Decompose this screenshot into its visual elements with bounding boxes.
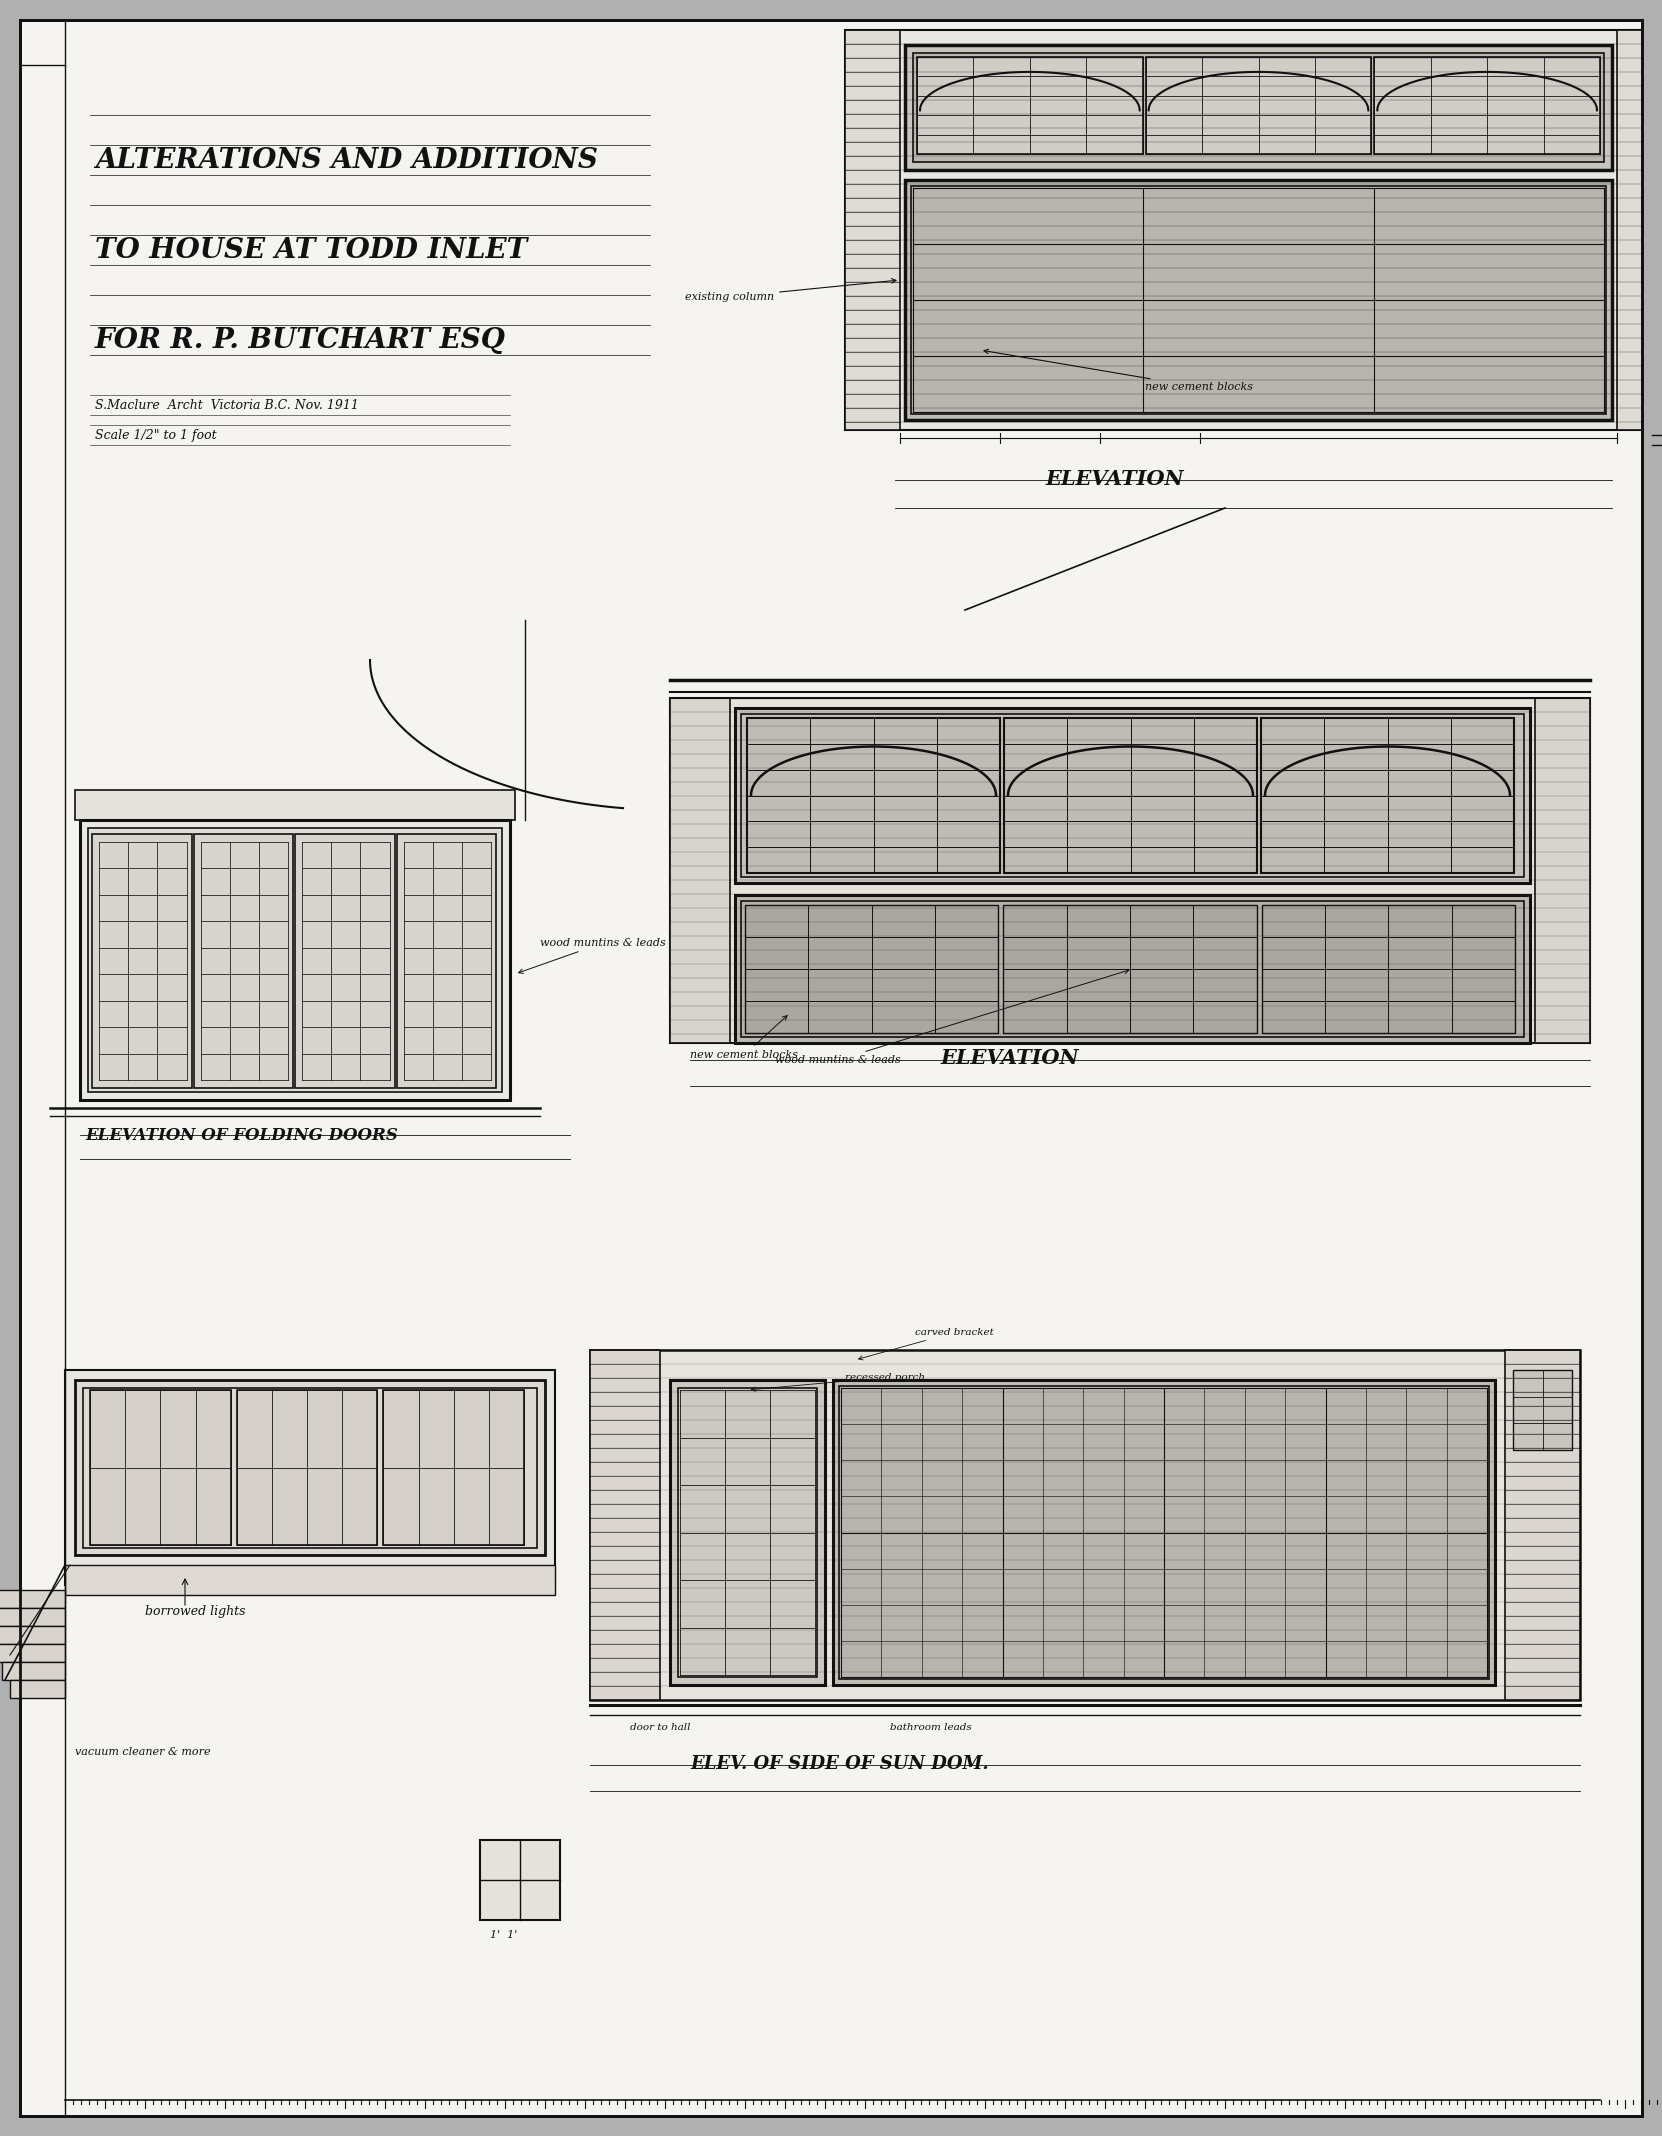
Text: new cement blocks: new cement blocks: [984, 348, 1253, 393]
Bar: [678, 1388, 818, 1677]
Text: new cement blocks: new cement blocks: [690, 1015, 798, 1059]
Text: wood muntins & leads: wood muntins & leads: [774, 970, 1128, 1066]
Bar: [844, 30, 1642, 429]
Bar: [590, 1350, 1581, 1700]
Bar: [911, 186, 1605, 414]
Bar: [746, 718, 1001, 874]
Text: carved bracket: carved bracket: [859, 1329, 994, 1361]
Text: ALTERATIONS AND ADDITIONS: ALTERATIONS AND ADDITIONS: [95, 147, 598, 173]
Text: vacuum cleaner & more: vacuum cleaner & more: [75, 1747, 211, 1758]
Text: FOR R. P. BUTCHART ESQ: FOR R. P. BUTCHART ESQ: [95, 327, 505, 352]
Bar: [0, 1625, 65, 1645]
Bar: [1145, 58, 1371, 154]
Bar: [735, 707, 1531, 882]
Text: wood muntins & leads: wood muntins & leads: [519, 938, 666, 974]
Bar: [590, 1350, 660, 1700]
Text: 1'  1': 1' 1': [490, 1931, 517, 1939]
Text: TO HOUSE AT TODD INLET: TO HOUSE AT TODD INLET: [95, 237, 527, 263]
Bar: [1261, 718, 1514, 874]
Bar: [83, 1388, 537, 1549]
Bar: [670, 698, 730, 1042]
Bar: [193, 833, 293, 1087]
Bar: [65, 1566, 555, 1596]
Bar: [844, 30, 901, 429]
Text: existing column: existing column: [685, 278, 896, 301]
Text: borrowed lights: borrowed lights: [145, 1604, 246, 1617]
Bar: [0, 1589, 65, 1608]
Bar: [0, 1608, 65, 1625]
Bar: [735, 895, 1531, 1042]
Text: Scale 1/2" to 1 foot: Scale 1/2" to 1 foot: [95, 429, 216, 442]
Bar: [833, 1380, 1496, 1685]
Bar: [741, 713, 1524, 878]
Bar: [1004, 906, 1256, 1034]
Bar: [912, 53, 1604, 162]
Text: ELEVATION OF FOLDING DOORS: ELEVATION OF FOLDING DOORS: [85, 1128, 397, 1145]
Bar: [1506, 1350, 1581, 1700]
Bar: [480, 1839, 560, 1920]
Text: bathroom leads: bathroom leads: [889, 1724, 972, 1732]
Bar: [1536, 698, 1591, 1042]
Bar: [80, 820, 510, 1100]
Bar: [2, 1662, 65, 1681]
Bar: [917, 58, 1143, 154]
Text: ELEV. OF SIDE OF SUN DOM.: ELEV. OF SIDE OF SUN DOM.: [690, 1756, 989, 1773]
Bar: [1374, 58, 1601, 154]
Bar: [1004, 718, 1256, 874]
Bar: [10, 1681, 65, 1698]
Bar: [91, 833, 191, 1087]
Bar: [75, 790, 515, 820]
Bar: [75, 1380, 545, 1555]
Bar: [384, 1391, 524, 1544]
Bar: [906, 179, 1612, 421]
Bar: [236, 1391, 377, 1544]
Bar: [745, 906, 999, 1034]
Bar: [397, 833, 495, 1087]
Text: S.Maclure  Archt  Victoria B.C. Nov. 1911: S.Maclure Archt Victoria B.C. Nov. 1911: [95, 399, 359, 412]
Bar: [1512, 1369, 1572, 1450]
Bar: [294, 833, 394, 1087]
Bar: [90, 1391, 231, 1544]
Bar: [88, 829, 502, 1091]
Text: door to hall: door to hall: [630, 1724, 690, 1732]
Bar: [906, 45, 1612, 171]
Bar: [670, 698, 1591, 1042]
Text: ELEVATION: ELEVATION: [1045, 470, 1183, 489]
Bar: [741, 901, 1524, 1036]
Bar: [1617, 30, 1642, 429]
Bar: [670, 1380, 824, 1685]
Bar: [65, 1369, 555, 1585]
Text: recessed porch: recessed porch: [751, 1373, 926, 1391]
Text: ELEVATION: ELEVATION: [941, 1049, 1079, 1068]
Bar: [839, 1386, 1489, 1679]
Bar: [0, 1645, 65, 1662]
Bar: [1261, 906, 1516, 1034]
